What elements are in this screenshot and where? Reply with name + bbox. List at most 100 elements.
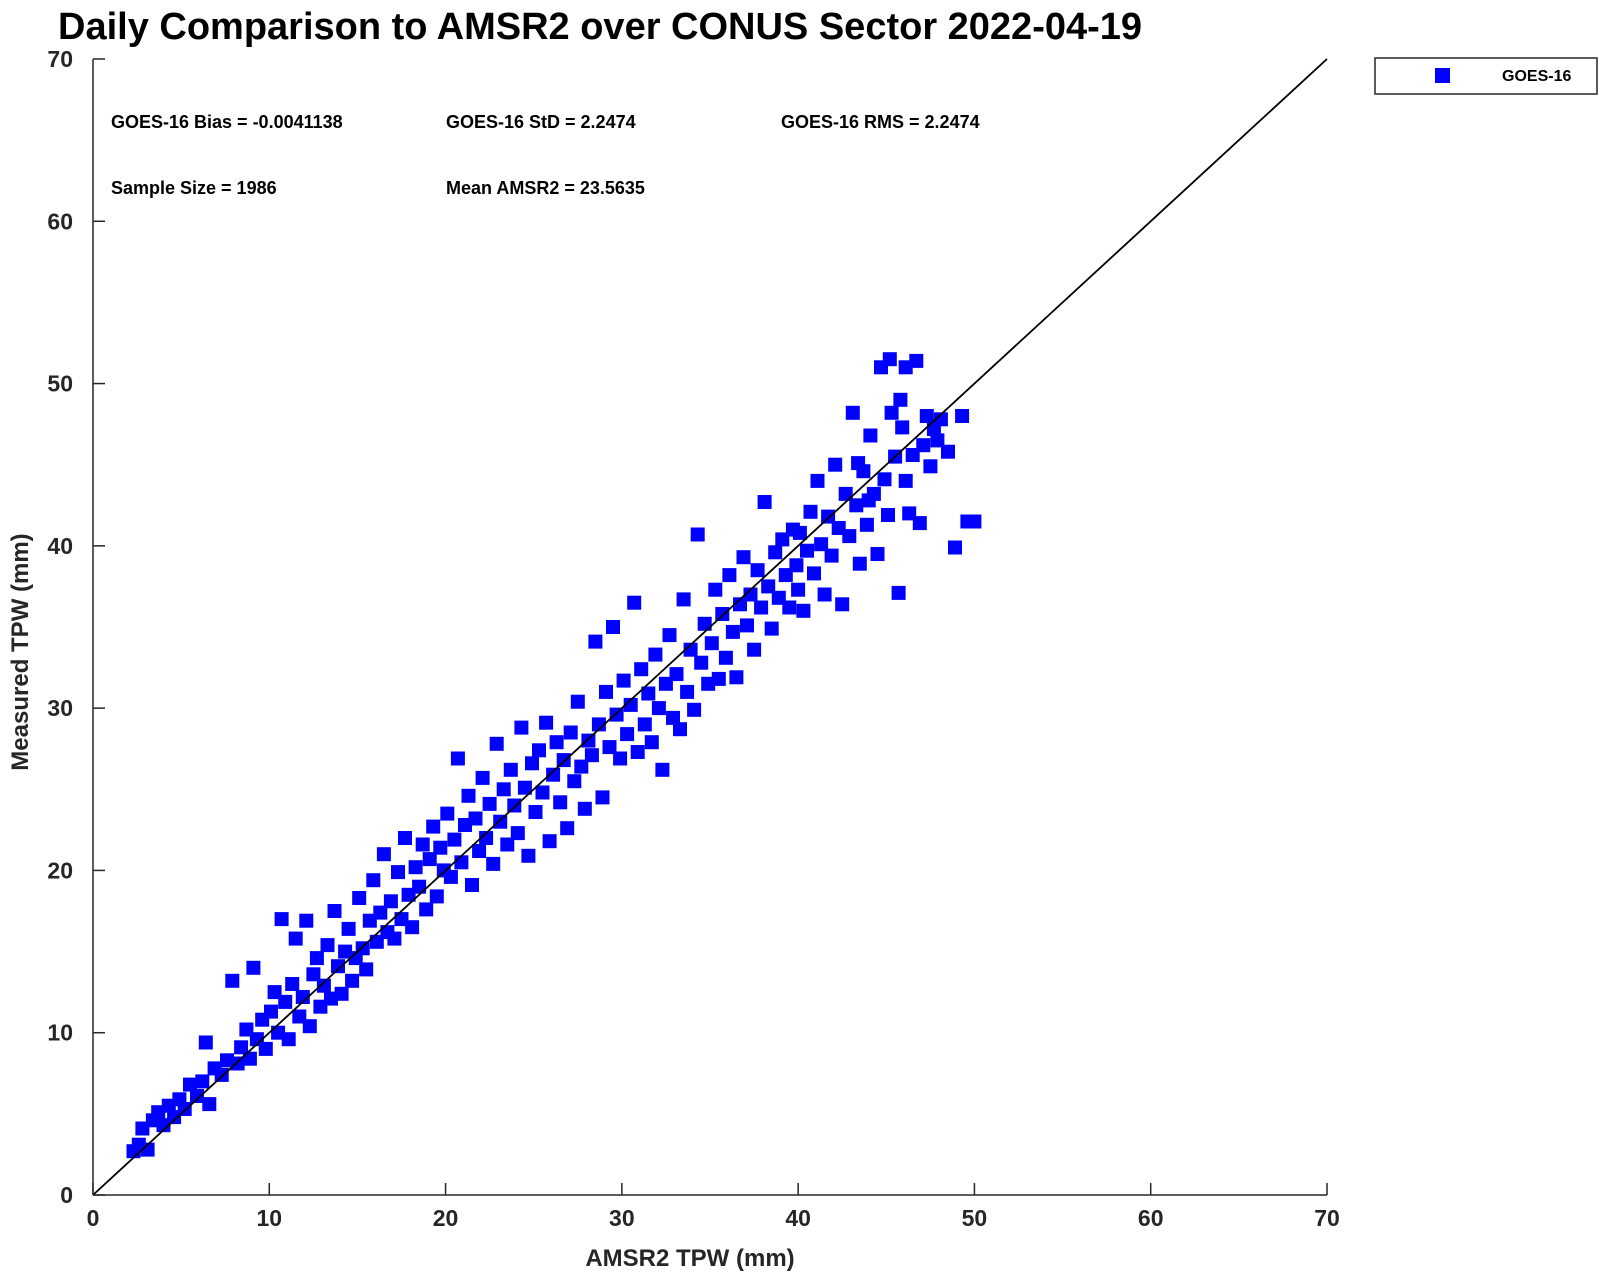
- data-point: [824, 548, 839, 563]
- y-tick-label: 30: [47, 695, 73, 721]
- data-point: [881, 508, 895, 522]
- x-axis-label: AMSR2 TPW (mm): [585, 1245, 794, 1272]
- data-point: [195, 1074, 210, 1089]
- data-point: [747, 642, 762, 657]
- data-point: [725, 624, 740, 639]
- data-point: [454, 855, 469, 870]
- data-point: [630, 745, 645, 759]
- data-point: [757, 495, 772, 509]
- data-point: [288, 931, 303, 946]
- data-point: [553, 795, 568, 810]
- data-point: [383, 894, 398, 909]
- y-tick-label: 0: [60, 1182, 73, 1208]
- data-point: [687, 702, 702, 717]
- data-point: [465, 878, 479, 892]
- data-point: [599, 684, 613, 699]
- data-point: [183, 1077, 197, 1092]
- data-point: [870, 547, 885, 561]
- data-point: [412, 879, 427, 894]
- data-point: [309, 951, 324, 966]
- data-point: [472, 844, 487, 858]
- data-point: [708, 582, 723, 597]
- data-point: [764, 621, 779, 636]
- y-axis-label: Measured TPW (mm): [7, 533, 34, 770]
- data-point: [408, 860, 423, 875]
- data-point: [461, 788, 476, 803]
- data-point: [828, 457, 843, 472]
- data-point: [895, 420, 910, 435]
- data-point: [202, 1097, 217, 1112]
- y-tick-label: 70: [47, 46, 73, 72]
- data-point: [507, 798, 522, 813]
- data-point: [750, 563, 765, 578]
- data-point: [648, 647, 663, 662]
- data-point: [525, 756, 539, 771]
- data-point: [606, 620, 620, 634]
- data-point: [345, 973, 360, 988]
- data-point: [338, 944, 353, 959]
- data-point: [651, 701, 666, 716]
- one-to-one-reference-line: [92, 58, 1328, 1196]
- data-point: [902, 506, 917, 521]
- legend-box: [1374, 57, 1598, 95]
- series-goes16-points: [126, 352, 982, 1159]
- plot-axes: [92, 59, 1327, 1196]
- data-point: [570, 694, 585, 709]
- data-point: [341, 921, 356, 936]
- data-point: [468, 811, 483, 826]
- data-point: [355, 941, 370, 956]
- data-point: [398, 831, 412, 845]
- data-point: [859, 517, 874, 532]
- data-point: [419, 902, 434, 917]
- data-point: [198, 1035, 213, 1050]
- data-point: [803, 504, 818, 519]
- data-point: [637, 717, 652, 732]
- data-point: [807, 566, 821, 581]
- data-point: [923, 459, 938, 474]
- data-point: [503, 762, 518, 777]
- data-point: [711, 671, 726, 686]
- data-point: [673, 722, 687, 737]
- data-point: [729, 670, 744, 685]
- chart-title: Daily Comparison to AMSR2 over CONUS Sec…: [58, 6, 1142, 48]
- data-point: [662, 628, 677, 643]
- data-point: [376, 847, 391, 862]
- y-axis-ticks: 0 10 20 30 40 50 60 70: [47, 46, 105, 1208]
- data-point: [838, 486, 853, 501]
- data-point: [782, 600, 797, 615]
- data-point: [190, 1089, 204, 1103]
- data-point: [814, 537, 829, 552]
- data-point: [267, 985, 282, 1000]
- data-point: [246, 960, 261, 975]
- data-point: [514, 720, 529, 735]
- y-tick-label: 10: [47, 1020, 73, 1046]
- data-point: [271, 1025, 286, 1040]
- x-tick-label: 0: [87, 1205, 100, 1231]
- data-point: [800, 543, 814, 558]
- stats-annotations: GOES-16 Bias = -0.0041138 GOES-16 StD = …: [111, 112, 980, 198]
- data-point: [359, 962, 374, 977]
- data-point: [909, 353, 924, 368]
- data-point: [666, 710, 680, 725]
- data-point: [475, 770, 490, 785]
- data-point: [546, 767, 561, 782]
- data-point: [701, 676, 716, 691]
- data-point: [394, 912, 409, 927]
- data-point: [214, 1067, 229, 1082]
- data-point: [916, 438, 931, 453]
- data-point: [690, 527, 705, 542]
- data-point: [489, 736, 504, 751]
- data-point: [704, 636, 719, 651]
- data-point: [715, 607, 730, 621]
- data-point: [429, 889, 444, 904]
- data-point: [634, 662, 649, 677]
- stat-bias: GOES-16 Bias = -0.0041138: [111, 112, 343, 132]
- data-point: [440, 806, 455, 821]
- data-point: [595, 790, 610, 805]
- legend-label-goes16: GOES-16: [1502, 68, 1571, 85]
- data-point: [510, 826, 525, 841]
- data-point: [151, 1105, 166, 1120]
- data-point: [669, 667, 684, 682]
- x-tick-label: 60: [1138, 1205, 1164, 1231]
- data-point: [810, 473, 825, 488]
